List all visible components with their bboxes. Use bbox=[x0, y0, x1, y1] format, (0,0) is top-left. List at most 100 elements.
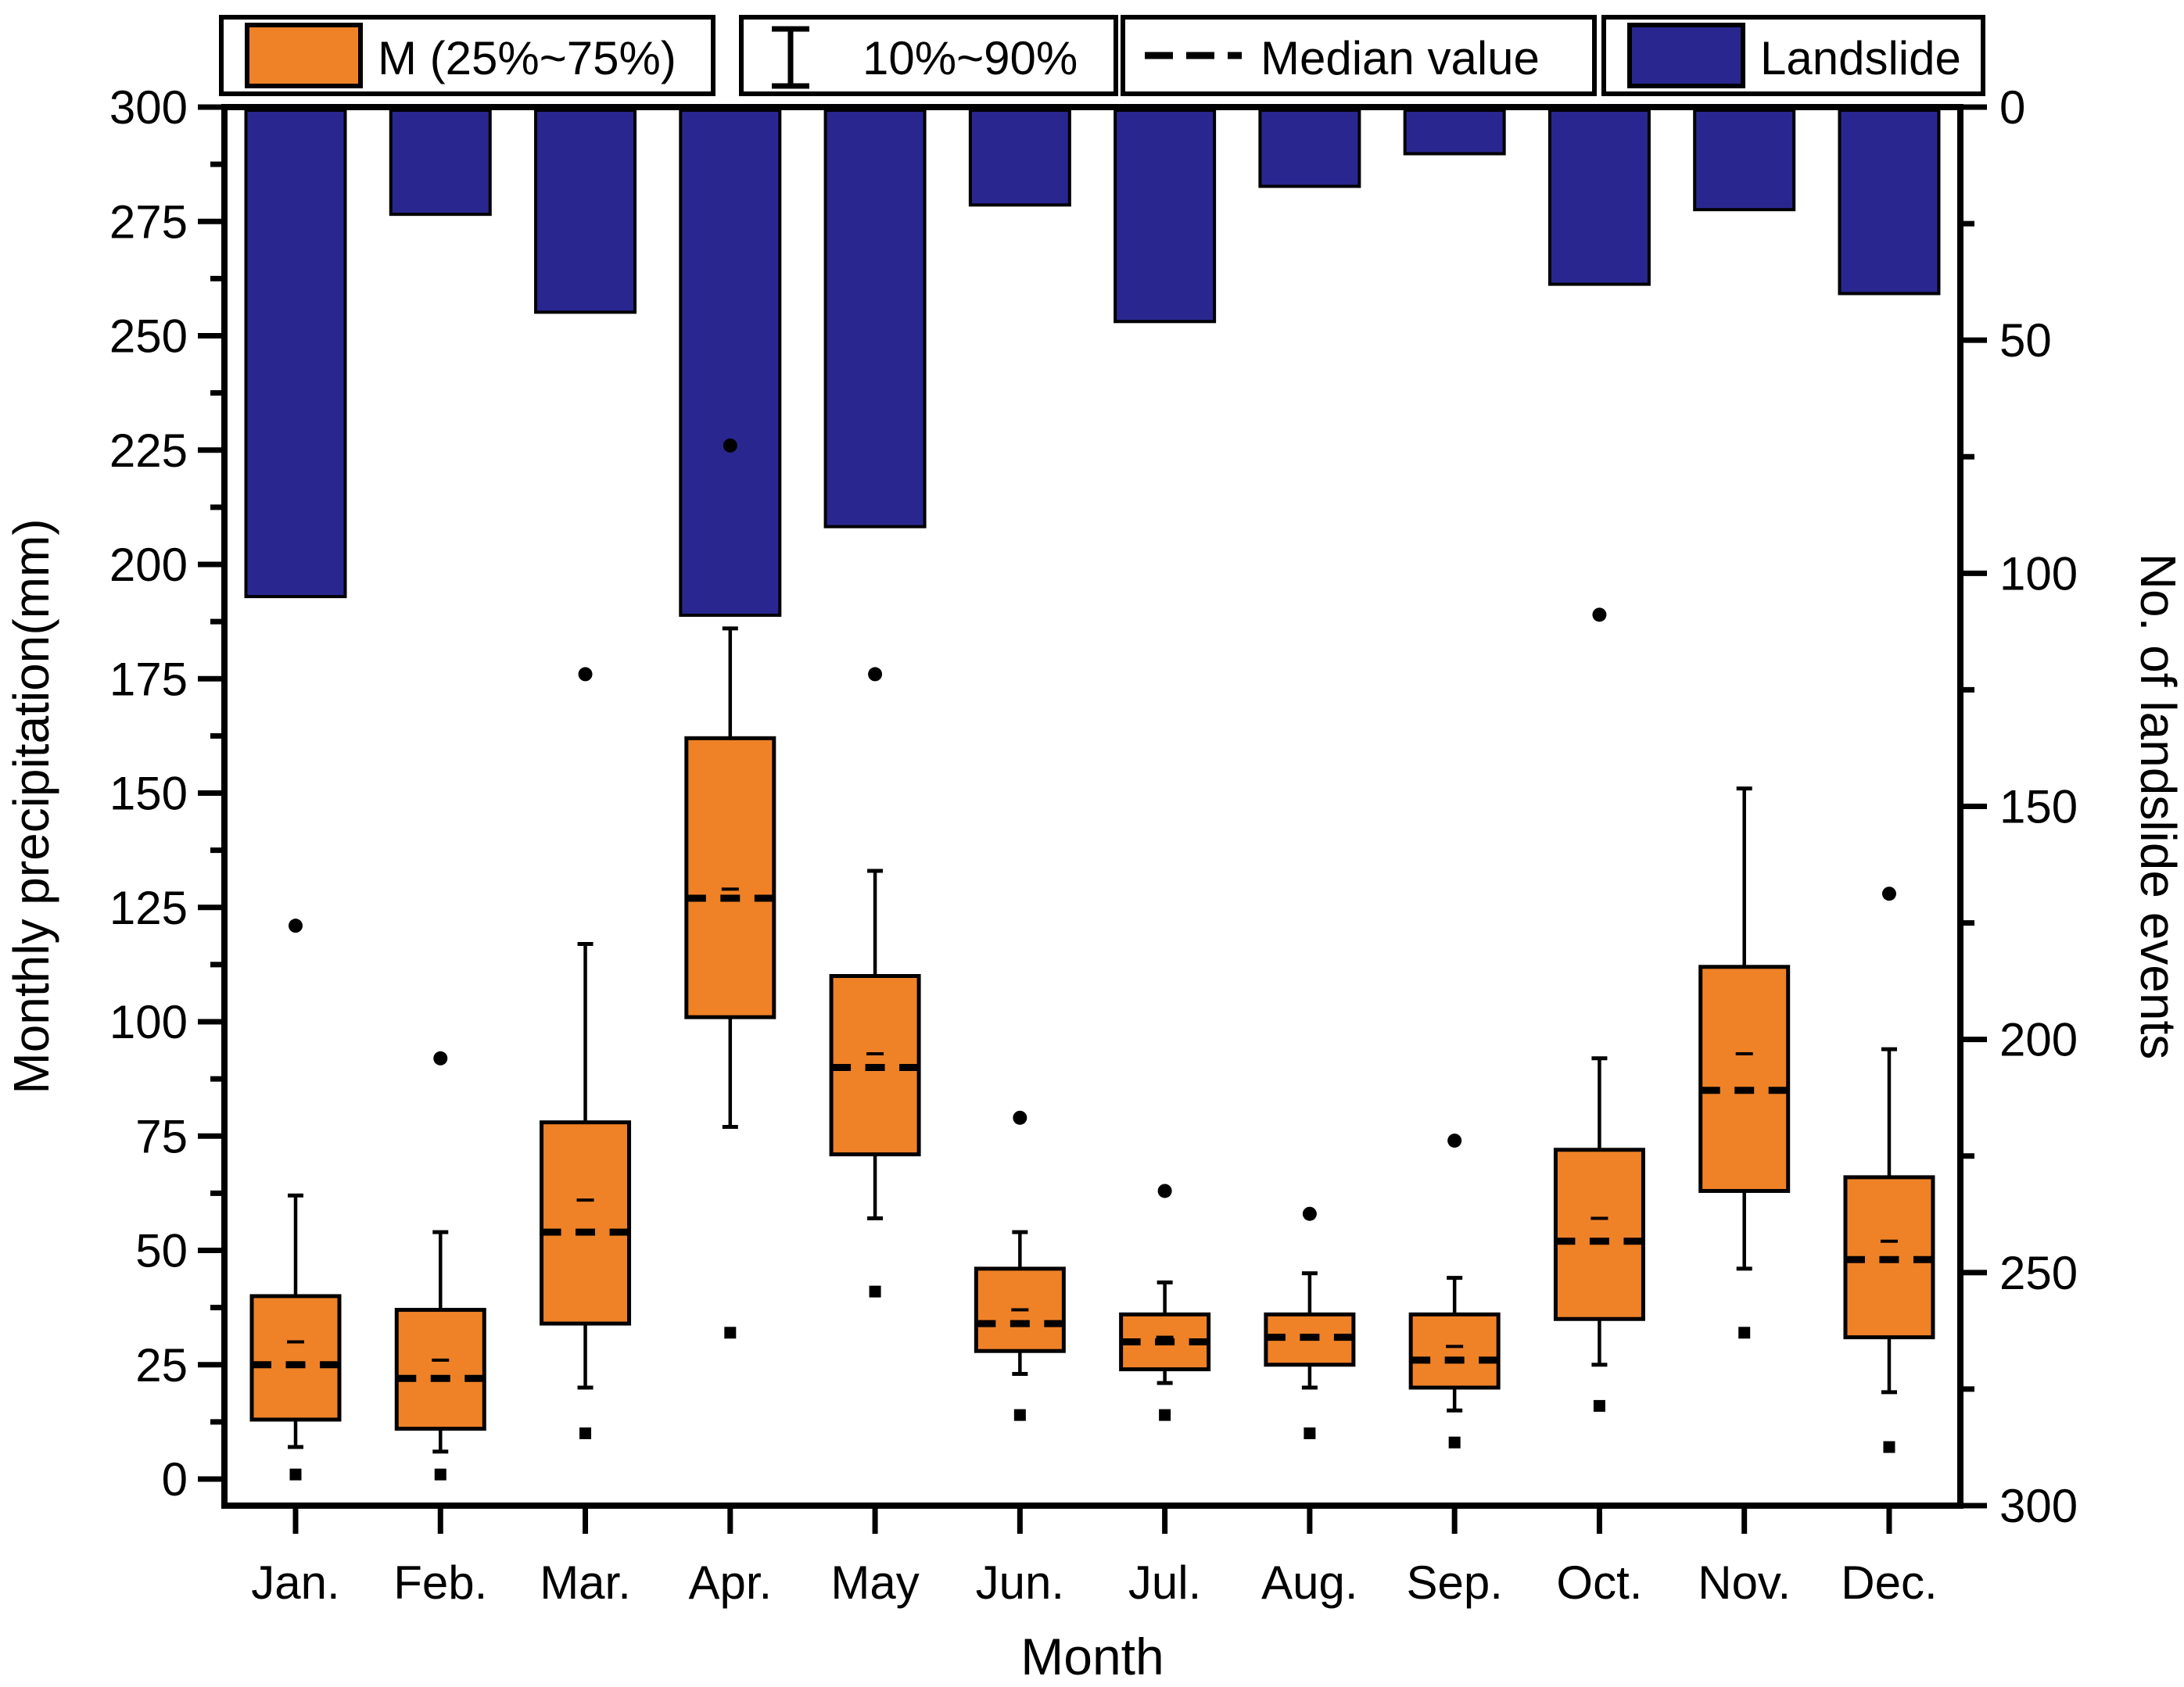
left-tick-label: 275 bbox=[109, 195, 188, 248]
left-tick-label: 75 bbox=[135, 1110, 188, 1162]
left-tick-label: 175 bbox=[109, 653, 188, 705]
iqr-box-oct bbox=[1553, 1148, 1645, 1321]
iqr-box-apr bbox=[684, 736, 776, 1019]
right-tick-label: 150 bbox=[1999, 781, 2078, 833]
legend-item-m2575: M (25%~75%) bbox=[219, 15, 715, 96]
landslide-bar-jan bbox=[244, 109, 347, 599]
outlier-min-square-jan bbox=[289, 1468, 302, 1481]
iqr-box-sep bbox=[1408, 1312, 1501, 1390]
boxplot-layer bbox=[249, 438, 1935, 1481]
x-tick-label-oct: Oct. bbox=[1556, 1556, 1642, 1609]
iqr-box-nov bbox=[1698, 965, 1791, 1193]
outlier-max-circle-sep bbox=[1447, 1134, 1462, 1148]
landslide-bar-oct bbox=[1547, 109, 1651, 286]
x-axis-title: Month bbox=[1020, 1628, 1164, 1685]
landslide-bar-sep bbox=[1403, 109, 1506, 156]
legend-swatch-icon bbox=[245, 23, 363, 88]
boxplot-nov bbox=[1698, 786, 1791, 1339]
iqr-box-mar bbox=[540, 1120, 632, 1326]
landslide-bar-dec bbox=[1838, 109, 1941, 295]
left-tick-label: 125 bbox=[109, 882, 188, 934]
landslide-bar-feb bbox=[389, 109, 492, 217]
legend-label: Median value bbox=[1261, 32, 1540, 84]
left-axis-title: Monthly precipitation(mm) bbox=[3, 518, 59, 1094]
landslide-bar-aug bbox=[1258, 109, 1361, 188]
landslide-bar-jun bbox=[968, 109, 1071, 207]
outlier-min-square-sep bbox=[1448, 1436, 1461, 1449]
outlier-max-circle-may bbox=[868, 667, 883, 682]
x-tick-label-jul: Jul. bbox=[1128, 1556, 1201, 1609]
legend: M (25%~75%) 10%~90% Median value Landslide bbox=[219, 15, 1985, 96]
boxplot-may bbox=[829, 667, 921, 1298]
x-tick-label-nov: Nov. bbox=[1698, 1556, 1791, 1609]
legend-item-medianvalue: Median value bbox=[1121, 15, 1597, 96]
left-tick-label: 25 bbox=[135, 1339, 188, 1392]
left-tick-label: 200 bbox=[109, 539, 188, 591]
landslide-bar-mar bbox=[534, 109, 637, 314]
outlier-max-circle-jan bbox=[289, 919, 303, 933]
left-tick-label: 250 bbox=[109, 310, 188, 363]
boxplot-jun bbox=[974, 1110, 1066, 1421]
right-tick-label: 200 bbox=[1999, 1014, 2078, 1066]
outlier-max-circle-jul bbox=[1157, 1184, 1172, 1198]
boxplot-oct bbox=[1553, 607, 1645, 1412]
landslide-bars-layer bbox=[244, 109, 1941, 618]
outlier-min-square-may bbox=[869, 1285, 881, 1298]
landslide-bar-apr bbox=[679, 109, 782, 618]
boxplot-apr bbox=[684, 438, 776, 1339]
landslide-bar-nov bbox=[1693, 109, 1796, 212]
outlier-min-square-apr bbox=[724, 1327, 737, 1339]
boxplot-jul bbox=[1119, 1184, 1211, 1421]
right-tick-label: 0 bbox=[1999, 81, 2025, 134]
outlier-max-circle-jun bbox=[1013, 1110, 1027, 1125]
outlier-max-circle-feb bbox=[433, 1051, 448, 1066]
boxplot-sep bbox=[1408, 1134, 1501, 1449]
outlier-min-square-feb bbox=[434, 1468, 446, 1481]
legend-item-1090: 10%~90% bbox=[739, 15, 1118, 96]
left-tick-label: 225 bbox=[109, 424, 188, 477]
legend-label: M (25%~75%) bbox=[378, 32, 676, 84]
iqr-box-jan bbox=[249, 1294, 342, 1422]
outlier-max-circle-apr bbox=[723, 438, 737, 453]
outlier-min-square-jul bbox=[1159, 1409, 1171, 1421]
landslide-bar-may bbox=[823, 109, 927, 528]
outlier-max-circle-mar bbox=[578, 667, 593, 682]
landslide-bar-jul bbox=[1114, 109, 1217, 324]
boxplot-aug bbox=[1264, 1206, 1356, 1439]
left-tick-label: 50 bbox=[135, 1225, 188, 1277]
left-tick-label: 300 bbox=[109, 81, 188, 134]
right-axis-title: No. of landslide events bbox=[2130, 553, 2184, 1060]
right-tick-label: 250 bbox=[1999, 1247, 2078, 1299]
boxplot-jan bbox=[249, 919, 342, 1481]
x-tick-label-jun: Jun. bbox=[976, 1556, 1064, 1609]
outlier-min-square-oct bbox=[1593, 1399, 1605, 1412]
outlier-min-square-nov bbox=[1738, 1327, 1751, 1339]
x-tick-label-mar: Mar. bbox=[540, 1556, 631, 1609]
legend-item-landslide: Landslide bbox=[1601, 15, 1985, 96]
legend-swatch-icon bbox=[1627, 23, 1745, 88]
outlier-max-circle-oct bbox=[1592, 607, 1607, 622]
legend-label: 10%~90% bbox=[862, 32, 1078, 84]
axis-titles-layer: Monthly precipitation(mm) No. of landslid… bbox=[3, 518, 2184, 1685]
left-tick-label: 150 bbox=[109, 768, 188, 820]
x-tick-label-jan: Jan. bbox=[251, 1556, 339, 1609]
x-tick-label-may: May bbox=[830, 1556, 919, 1609]
left-tick-label: 100 bbox=[109, 996, 188, 1048]
outlier-min-square-mar bbox=[579, 1427, 592, 1439]
x-tick-label-dec: Dec. bbox=[1841, 1556, 1937, 1609]
x-tick-label-aug: Aug. bbox=[1261, 1556, 1357, 1609]
outlier-max-circle-aug bbox=[1302, 1206, 1317, 1221]
right-tick-label: 50 bbox=[1999, 314, 2052, 367]
iqr-box-feb bbox=[394, 1308, 486, 1431]
right-tick-label: 100 bbox=[1999, 547, 2078, 600]
x-tick-label-feb: Feb. bbox=[393, 1556, 487, 1609]
x-tick-label-apr: Apr. bbox=[688, 1556, 772, 1609]
right-tick-label: 300 bbox=[1999, 1480, 2078, 1532]
boxplot-dec bbox=[1843, 886, 1935, 1453]
x-tick-label-sep: Sep. bbox=[1406, 1556, 1502, 1609]
outlier-max-circle-dec bbox=[1881, 886, 1896, 901]
axes-layer: 0 25 50 75 100 125 150 175 200 225 250 275 300 0 50 100… bbox=[109, 81, 2078, 1609]
legend-item-border bbox=[1121, 15, 1597, 96]
